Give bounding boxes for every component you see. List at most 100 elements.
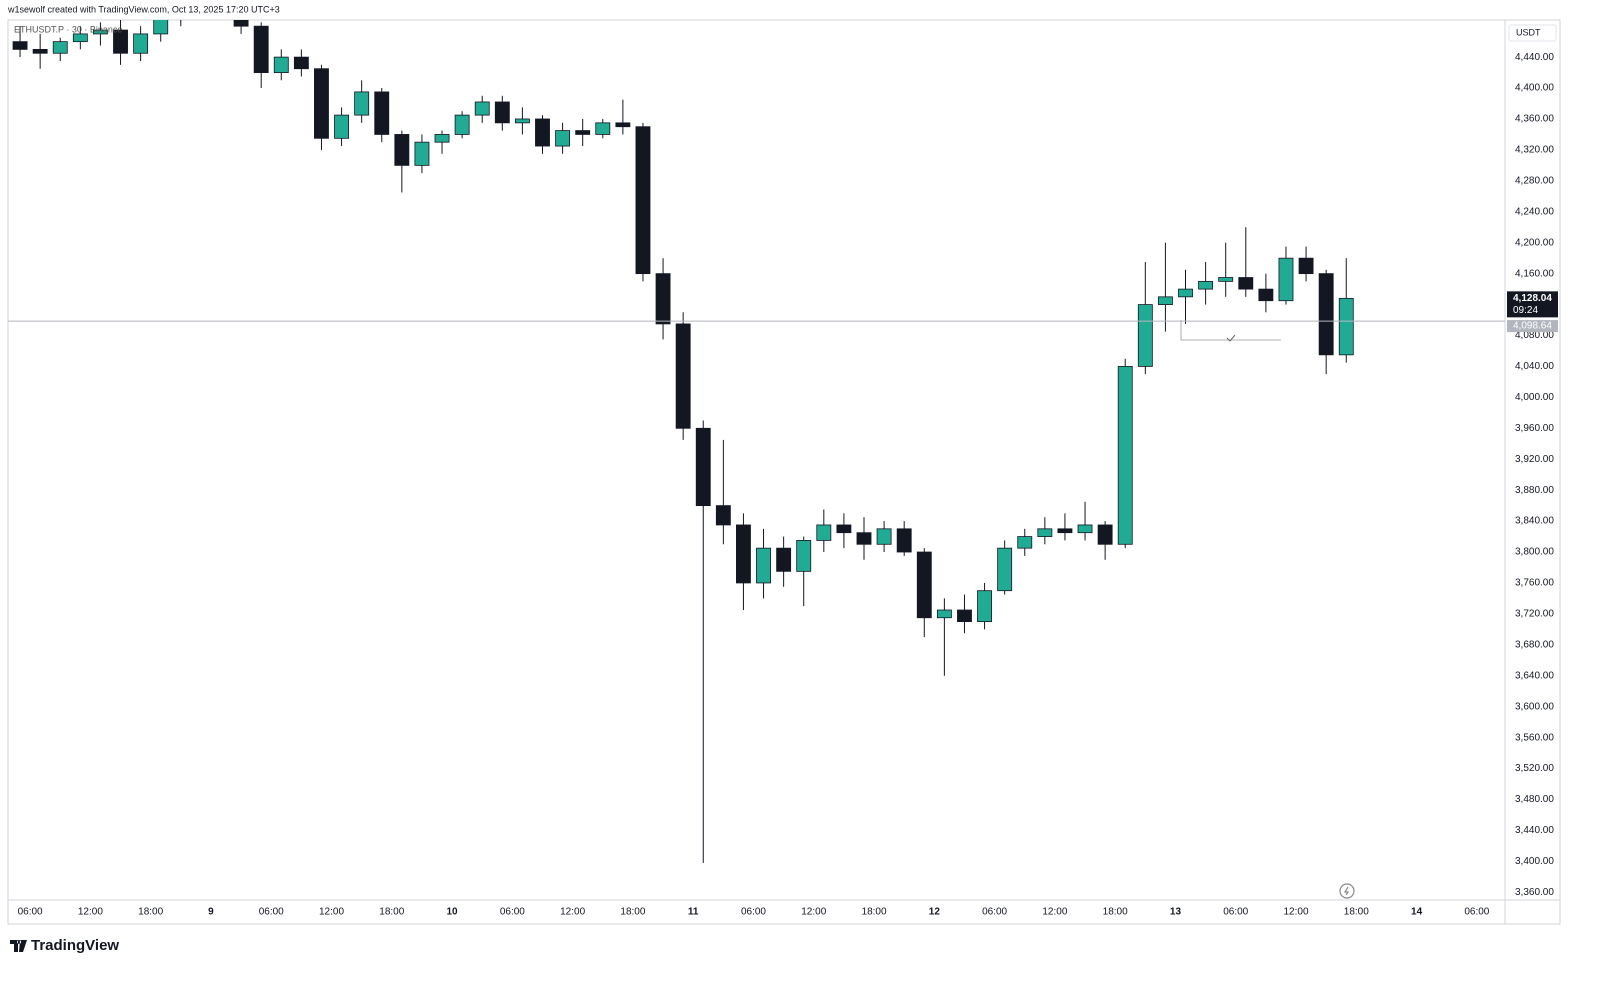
candle-body [736,524,751,584]
x-tick-label: 12 [929,907,941,918]
candle-body [273,56,289,73]
candle-body [1117,366,1133,545]
logo-text: TradingView [31,937,119,954]
bolt-icon [1339,883,1355,899]
y-tick-label: 3,360.00 [1515,887,1554,898]
candle-body [474,101,490,116]
candle-body [655,273,671,325]
candle-body [1057,528,1073,534]
candle-body [1258,288,1274,302]
x-tick-label: 18:00 [1344,907,1369,918]
level-label: 4,098.64 [1513,321,1552,332]
candle-body [253,25,269,73]
y-tick-label: 3,720.00 [1515,609,1554,620]
y-tick-label: 4,440.00 [1515,52,1554,63]
candle-body [936,609,952,619]
x-tick-label: 06:00 [1223,907,1248,918]
candle-body [675,323,691,429]
tradingview-logo: TradingView [10,937,119,954]
candle-body [92,29,108,35]
candle-body [374,91,390,135]
y-tick-label: 4,320.00 [1515,145,1554,156]
y-tick-label: 4,040.00 [1515,361,1554,372]
candle-body [957,609,972,623]
candle-body [394,134,410,166]
candle-body [1198,280,1214,290]
y-tick-label: 4,400.00 [1515,83,1554,94]
candle-body [555,130,571,147]
y-tick-label: 3,760.00 [1515,578,1554,589]
candle-body [1278,257,1294,302]
candle-body [796,540,812,572]
level-label-box [1507,320,1558,333]
candle-body [695,427,711,507]
candle-body [32,48,48,54]
y-tick-label: 4,200.00 [1515,237,1554,248]
candle-body [194,0,208,3]
candle-body [595,122,611,135]
candle-body [1137,304,1153,367]
candle-body [816,524,832,541]
candles [12,0,1354,863]
candle-body [1238,277,1254,290]
x-tick-label: 12:00 [801,907,826,918]
candle-body [756,547,771,584]
candle-body [997,547,1013,592]
y-tick-label: 4,160.00 [1515,268,1554,279]
x-tick-label: 06:00 [259,907,284,918]
x-tick-label: 18:00 [379,907,404,918]
candle-body [514,118,530,124]
candle-body [153,20,169,35]
candle-body [1338,297,1354,356]
candle-body [776,547,792,572]
y-tick-label: 3,800.00 [1515,547,1554,558]
x-tick-label: 18:00 [620,907,645,918]
y-tick-label: 3,600.00 [1515,701,1554,712]
candle-body [1097,524,1113,545]
x-tick-label: 9 [208,907,214,918]
candle-body [314,68,329,139]
x-tick-label: 06:00 [741,907,766,918]
candle-body [615,122,631,128]
x-tick-label: 14 [1411,907,1423,918]
y-tick-label: 4,280.00 [1515,175,1554,186]
candle-body [1298,257,1314,275]
candle-body [1037,528,1053,537]
x-tick-label: 11 [688,907,699,918]
x-tick-label: 18:00 [862,907,887,918]
x-tick-label: 12:00 [1042,907,1067,918]
x-tick-label: 13 [1170,907,1182,918]
x-tick-label: 12:00 [560,907,585,918]
candle-body [575,130,591,135]
candle-body [334,114,349,139]
y-tick-label: 3,440.00 [1515,825,1554,836]
y-tick-label: 3,960.00 [1515,423,1554,434]
candle-body [494,101,510,124]
candle-body [133,33,149,54]
currency-box [1508,24,1557,42]
candle-body [414,141,430,166]
x-tick-label: 12:00 [319,907,344,918]
y-tick-label: 4,080.00 [1515,330,1554,341]
y-tick-label: 4,000.00 [1515,392,1554,403]
candle-body [896,528,912,553]
candle-body [52,41,68,54]
x-tick-label: 06:00 [982,907,1007,918]
candle-body [916,551,932,619]
x-tick-label: 10 [447,907,459,918]
x-tick-label: 06:00 [1464,907,1489,918]
symbol-legend: ETHUSDT.P · 30 · Binance [14,24,122,34]
candle-body [12,41,28,50]
attribution: w1sewolf created with TradingView.com, O… [7,4,280,14]
candle-body [876,528,892,545]
y-tick-label: 4,240.00 [1515,206,1554,217]
x-tick-label: 12:00 [1284,907,1309,918]
candle-body [856,532,872,545]
candle-body [293,56,309,70]
y-tick-label: 3,480.00 [1515,794,1554,805]
last-price-label: 4,128.04 [1513,293,1552,304]
candle-body [434,134,450,143]
candle-body [1157,296,1173,305]
candle-body [1218,277,1234,282]
currency: USDT [1516,27,1541,37]
